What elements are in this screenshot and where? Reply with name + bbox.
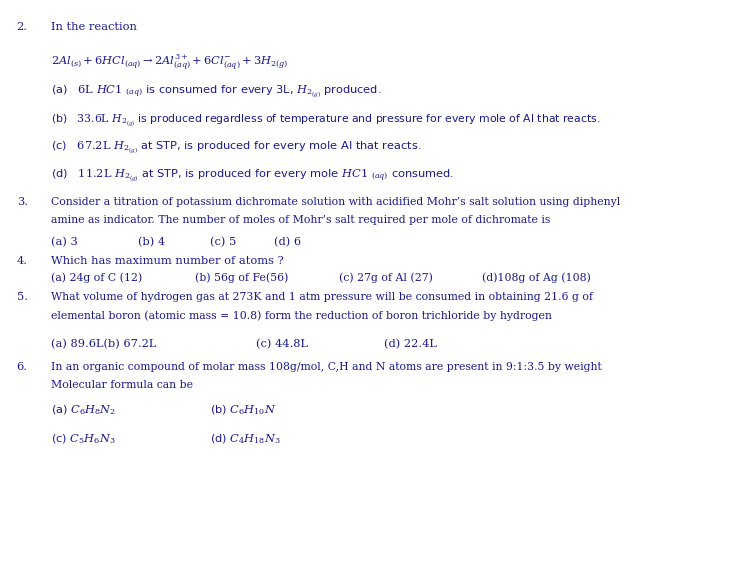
- Text: (d)108g of Ag (108): (d)108g of Ag (108): [482, 273, 591, 283]
- Text: amine as indicator. The number of moles of Mohr’s salt required per mole of dich: amine as indicator. The number of moles …: [51, 215, 551, 224]
- Text: Which has maximum number of atoms ?: Which has maximum number of atoms ?: [51, 256, 284, 266]
- Text: (d) 6: (d) 6: [274, 237, 302, 247]
- Text: (c) 44.8L: (c) 44.8L: [256, 339, 308, 350]
- Text: 3.: 3.: [17, 197, 28, 207]
- Text: $2Al_{(s)}+6HCl_{(aq)}\rightarrow 2Al^{3+}_{(aq)}+6Cl^{-}_{(aq)}+3H_{2(g)}$: $2Al_{(s)}+6HCl_{(aq)}\rightarrow 2Al^{3…: [51, 52, 289, 72]
- Text: (b)   $33.6\mathrm{L}\ \mathit{H}_{2_{(g)}}$ is produced regardless of temperatu: (b) $33.6\mathrm{L}\ \mathit{H}_{2_{(g)}…: [51, 113, 601, 129]
- Text: 4.: 4.: [17, 256, 28, 266]
- Text: (c)   $67.2\mathrm{L}\ \mathit{H}_{2_{(g)}}$ at STP, is produced for every mole : (c) $67.2\mathrm{L}\ \mathit{H}_{2_{(g)}…: [51, 140, 422, 157]
- Text: (a) $\mathit{C}_6\mathit{H}_8\mathit{N}_2$: (a) $\mathit{C}_6\mathit{H}_8\mathit{N}_…: [51, 403, 116, 416]
- Text: (a)   $6\mathrm{L}\ \mathit{HC}1\ _{(aq)}$ is consumed for every 3L, $\mathit{H}: (a) $6\mathrm{L}\ \mathit{HC}1\ _{(aq)}$…: [51, 84, 382, 100]
- Text: (c) 5: (c) 5: [210, 237, 237, 247]
- Text: (d) 22.4L: (d) 22.4L: [384, 339, 437, 350]
- Text: Molecular formula can be: Molecular formula can be: [51, 380, 194, 390]
- Text: 6.: 6.: [17, 362, 28, 372]
- Text: (d)   $11.2\mathrm{L}\ \mathit{H}_{2_{(g)}}$ at STP, is produced for every mole : (d) $11.2\mathrm{L}\ \mathit{H}_{2_{(g)}…: [51, 168, 454, 184]
- Text: (c) 27g of Al (27): (c) 27g of Al (27): [339, 273, 432, 283]
- Text: In the reaction: In the reaction: [51, 22, 138, 32]
- Text: (b) 56g of Fe(56): (b) 56g of Fe(56): [195, 273, 289, 283]
- Text: elemental boron (atomic mass = 10.8) form the reduction of boron trichloride by : elemental boron (atomic mass = 10.8) for…: [51, 310, 553, 321]
- Text: (c) $\mathit{C}_5\mathit{H}_6\mathit{N}_3$: (c) $\mathit{C}_5\mathit{H}_6\mathit{N}_…: [51, 432, 116, 445]
- Text: (b) $\mathit{C}_6\mathit{H}_{10}\mathit{N}$: (b) $\mathit{C}_6\mathit{H}_{10}\mathit{…: [210, 403, 277, 416]
- Text: (a) 24g of C (12): (a) 24g of C (12): [51, 273, 143, 283]
- Text: Consider a titration of potassium dichromate solution with acidified Mohr’s salt: Consider a titration of potassium dichro…: [51, 197, 621, 207]
- Text: 5.: 5.: [17, 292, 28, 302]
- Text: (b) 4: (b) 4: [138, 237, 166, 247]
- Text: 2.: 2.: [17, 22, 28, 32]
- Text: What volume of hydrogen gas at 273K and 1 atm pressure will be consumed in obtai: What volume of hydrogen gas at 273K and …: [51, 292, 593, 302]
- Text: (a) 3: (a) 3: [51, 237, 78, 247]
- Text: (d) $\mathit{C}_4\mathit{H}_{18}\mathit{N}_3$: (d) $\mathit{C}_4\mathit{H}_{18}\mathit{…: [210, 432, 280, 445]
- Text: In an organic compound of molar mass 108g/mol, C,H and N atoms are present in 9:: In an organic compound of molar mass 108…: [51, 362, 603, 372]
- Text: (a) 89.6L(b) 67.2L: (a) 89.6L(b) 67.2L: [51, 339, 156, 350]
